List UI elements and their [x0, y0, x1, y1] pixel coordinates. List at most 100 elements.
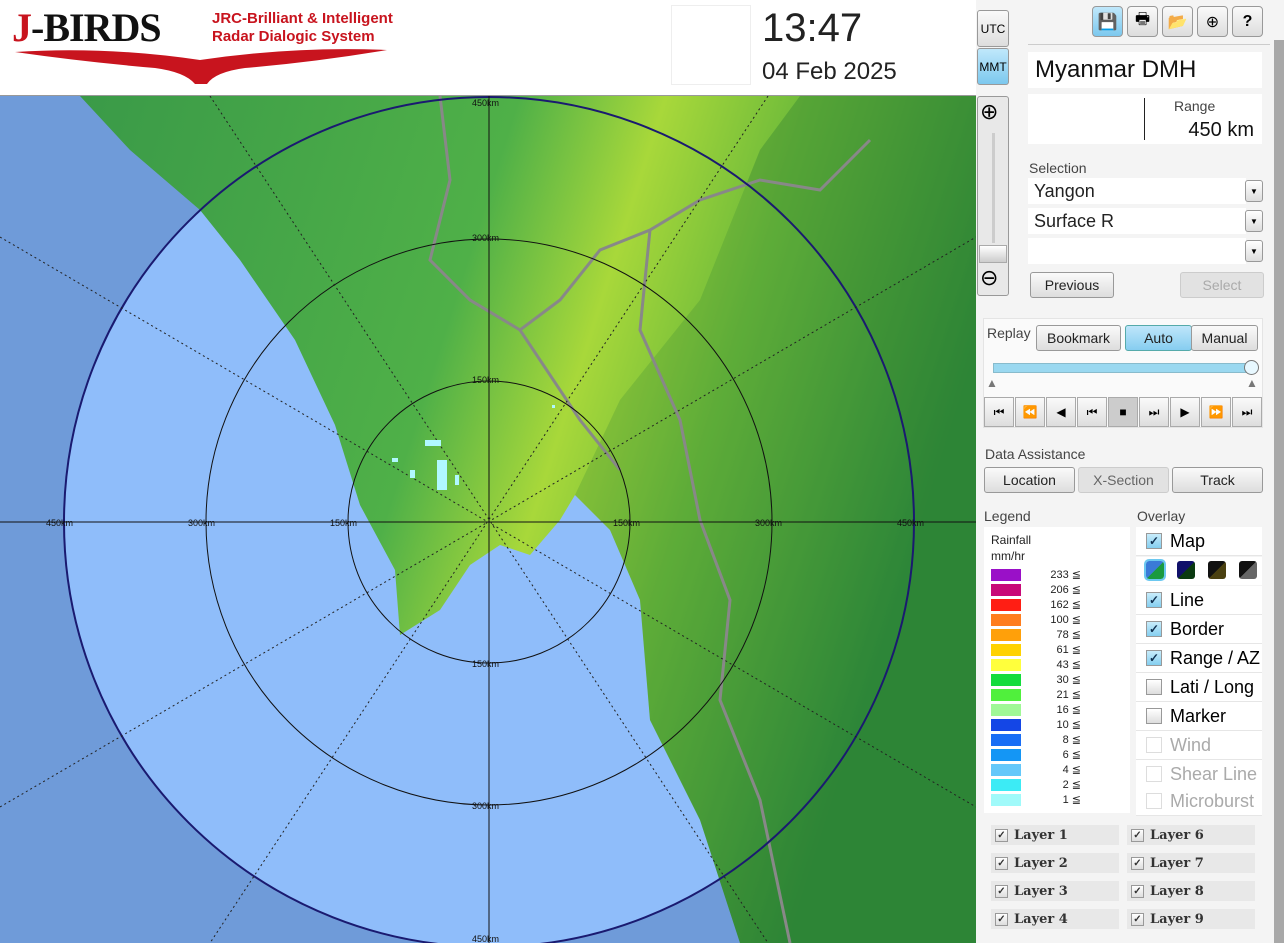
legend-value: 1 ≦ [1062, 794, 1081, 806]
panel-scrollbar[interactable] [1274, 40, 1284, 943]
zoom-in-icon[interactable]: ⊕ [980, 99, 999, 124]
legend-item: 1 ≦ [991, 794, 1081, 806]
map-style-dark-gray[interactable] [1239, 561, 1257, 579]
station-name: Myanmar DMH [1028, 52, 1262, 88]
product-dropdown[interactable]: ▼ [1245, 210, 1263, 232]
zoom-out-icon[interactable]: ⊖ [980, 265, 999, 290]
divider [1144, 98, 1145, 140]
checkbox[interactable] [1146, 708, 1162, 724]
checkbox[interactable]: ✓ [995, 912, 1008, 926]
step-forward-button[interactable]: ⏭ [1139, 397, 1169, 427]
replay-slider-handle[interactable] [1244, 360, 1259, 375]
add-window-button[interactable]: ⊕ [1197, 6, 1228, 37]
overlay-map[interactable]: ✓ Map [1136, 527, 1262, 556]
layer-toggle[interactable]: ✓ Layer 8 [1127, 881, 1255, 901]
checkbox[interactable] [1146, 793, 1162, 809]
first-frame-button[interactable]: ⏮ [984, 397, 1014, 427]
third-select[interactable] [1028, 238, 1246, 264]
fast-forward-button[interactable]: ⏩ [1201, 397, 1231, 427]
auto-button[interactable]: Auto [1125, 325, 1192, 351]
previous-button[interactable]: Previous [1030, 272, 1114, 298]
track-button[interactable]: Track [1172, 467, 1263, 493]
checkbox[interactable]: ✓ [995, 884, 1008, 898]
step-back-button[interactable]: ⏮ [1077, 397, 1107, 427]
layer-toggle[interactable]: ✓ Layer 9 [1127, 909, 1255, 929]
save-button[interactable]: 💾 [1092, 6, 1123, 37]
radar-map[interactable]: 450km 300km 150km 150km 300km 450km 450k… [0, 96, 976, 943]
replay-slider[interactable] [993, 363, 1253, 373]
fast-rewind-button[interactable]: ⏪ [1015, 397, 1045, 427]
border-lines [428, 96, 872, 943]
legend-value: 206 ≦ [1050, 584, 1081, 596]
help-button[interactable]: ? [1232, 6, 1263, 37]
legend-swatch [991, 704, 1021, 716]
manual-button[interactable]: Manual [1191, 325, 1258, 351]
overlay-shear-line[interactable]: Shear Line [1136, 760, 1262, 789]
site-dropdown[interactable]: ▼ [1245, 180, 1263, 202]
select-button[interactable]: Select [1180, 272, 1264, 298]
overlay-marker[interactable]: Marker [1136, 702, 1262, 731]
play-button[interactable]: ▶ [1170, 397, 1200, 427]
checkbox[interactable]: ✓ [1131, 828, 1144, 842]
range-label-right: 150km [613, 518, 640, 528]
last-frame-button[interactable]: ⏭ [1232, 397, 1262, 427]
map-style-color[interactable] [1144, 559, 1166, 581]
legend-swatch [991, 689, 1021, 701]
overlay-line[interactable]: ✓ Line [1136, 586, 1262, 615]
tz-utc-button[interactable]: UTC [977, 10, 1009, 47]
zoom-handle[interactable] [979, 245, 1007, 263]
replay-end-marker-icon[interactable]: ▲ [1246, 376, 1258, 390]
layer-label: Layer 4 [1014, 911, 1068, 927]
radar-map-svg: 450km 300km 150km 150km 300km 450km 450k… [0, 96, 976, 943]
overlay-wind[interactable]: Wind [1136, 731, 1262, 760]
layer-label: Layer 9 [1150, 911, 1204, 927]
checkbox[interactable]: ✓ [995, 828, 1008, 842]
checkbox[interactable]: ✓ [995, 856, 1008, 870]
checkbox[interactable]: ✓ [1131, 912, 1144, 926]
bookmark-button[interactable]: Bookmark [1036, 325, 1121, 351]
checkbox[interactable]: ✓ [1146, 621, 1162, 637]
legend-swatch [991, 674, 1021, 686]
layer-toggle[interactable]: ✓ Layer 2 [991, 853, 1119, 873]
print-button[interactable]: 🖶 [1127, 6, 1158, 37]
zoom-slider[interactable]: ⊕ ⊖ [977, 96, 1009, 296]
checkbox[interactable]: ✓ [1146, 533, 1162, 549]
overlay-lati-long[interactable]: Lati / Long [1136, 673, 1262, 702]
legend-item: 2 ≦ [991, 779, 1081, 791]
tz-mmt-button[interactable]: MMT [977, 48, 1009, 85]
overlay-range-az[interactable]: ✓ Range / AZ [1136, 644, 1262, 673]
legend-value: 4 ≦ [1062, 764, 1081, 776]
legend-swatch [991, 629, 1021, 641]
checkbox[interactable] [1146, 737, 1162, 753]
layer-toggle[interactable]: ✓ Layer 7 [1127, 853, 1255, 873]
layer-toggle[interactable]: ✓ Layer 4 [991, 909, 1119, 929]
map-style-dark-olive[interactable] [1208, 561, 1226, 579]
checkbox[interactable]: ✓ [1146, 592, 1162, 608]
blank-box [671, 5, 751, 85]
checkbox[interactable]: ✓ [1146, 650, 1162, 666]
map-style-dark-blue[interactable] [1177, 561, 1195, 579]
replay-start-marker-icon[interactable]: ▲ [986, 376, 998, 390]
layer-toggle[interactable]: ✓ Layer 6 [1127, 825, 1255, 845]
overlay-item-label: Wind [1170, 734, 1212, 755]
location-button[interactable]: Location [984, 467, 1075, 493]
checkbox[interactable] [1146, 766, 1162, 782]
site-select[interactable]: Yangon [1028, 178, 1246, 204]
legend-value: 43 ≦ [1056, 659, 1081, 671]
play-reverse-button[interactable]: ◀ [1046, 397, 1076, 427]
stop-button[interactable]: ■ [1108, 397, 1138, 427]
overlay-microburst[interactable]: Microburst [1136, 787, 1262, 816]
open-button[interactable]: 📂 [1162, 6, 1193, 37]
third-dropdown[interactable]: ▼ [1245, 240, 1263, 262]
checkbox[interactable]: ✓ [1131, 884, 1144, 898]
layer-toggle[interactable]: ✓ Layer 3 [991, 881, 1119, 901]
overlay-border[interactable]: ✓ Border [1136, 615, 1262, 644]
layer-label: Layer 7 [1150, 855, 1204, 871]
xsection-button[interactable]: X-Section [1078, 467, 1169, 493]
layer-toggle[interactable]: ✓ Layer 1 [991, 825, 1119, 845]
checkbox[interactable]: ✓ [1131, 856, 1144, 870]
rain-echoes [392, 405, 555, 490]
overlay-item-label: Range / AZ [1170, 647, 1261, 668]
product-select[interactable]: Surface R [1028, 208, 1246, 234]
checkbox[interactable] [1146, 679, 1162, 695]
